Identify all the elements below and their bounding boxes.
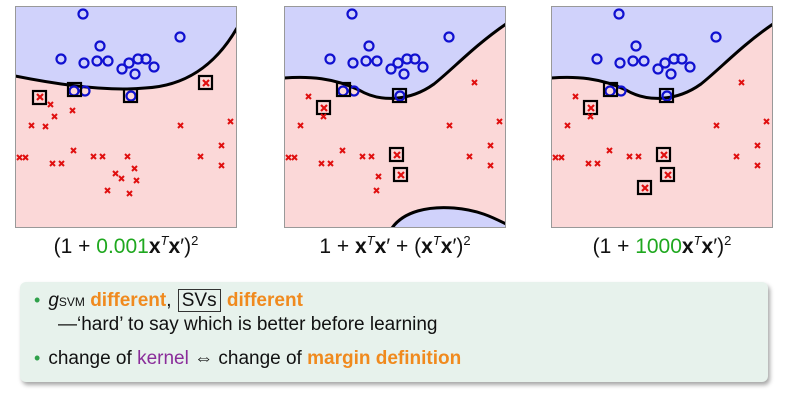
caption-panel-1: (1 + 0.001xTx′)2	[53, 233, 199, 258]
bullet-dot: •	[34, 348, 41, 368]
bullet-1: • gSVM different, SVs different	[34, 289, 303, 312]
bullet-1-line-2: —‘hard’ to say which is better before le…	[58, 314, 438, 335]
plot-panel-1	[15, 6, 237, 228]
caption-panel-3: (1 + 1000xTx′)2	[592, 233, 732, 258]
bullet-2: • change of kernel ⇔ change of margin def…	[34, 348, 462, 369]
summary-box: • gSVM different, SVs different —‘hard’ t…	[20, 282, 768, 382]
plot-panel-3	[551, 6, 773, 228]
bullet-dot: •	[34, 290, 41, 310]
caption-panel-2: 1 + xTx′ + (xTx′)2	[319, 233, 471, 258]
svs-framed-label: SVs	[177, 289, 221, 312]
plot-panel-2	[284, 6, 506, 228]
